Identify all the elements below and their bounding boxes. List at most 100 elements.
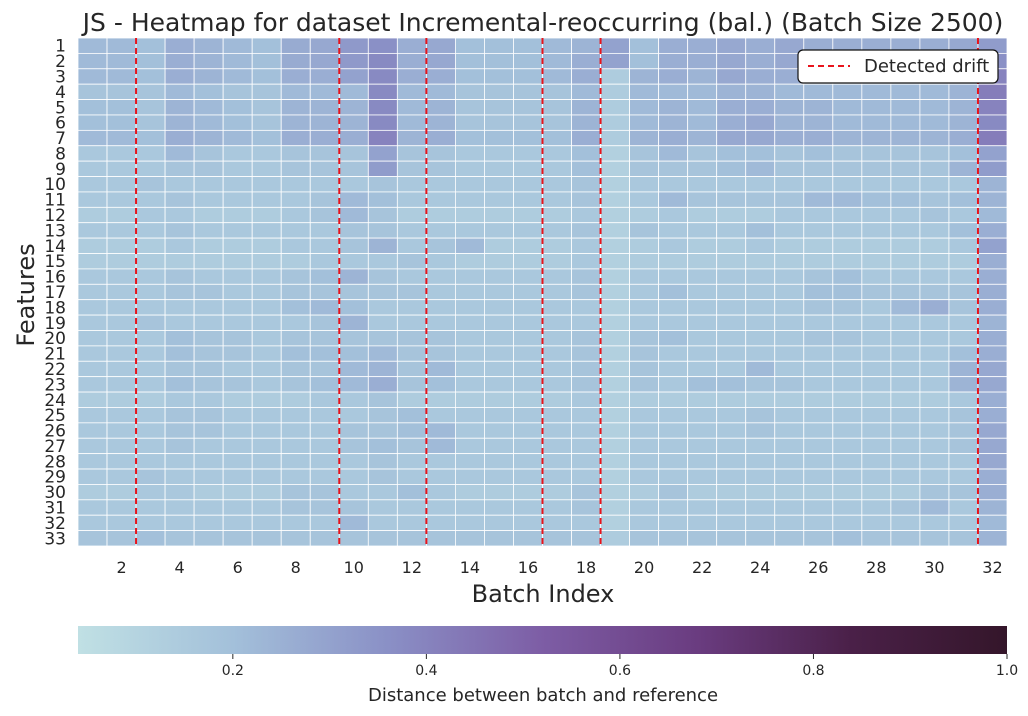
heatmap-cell — [106, 484, 137, 501]
heatmap-cell — [919, 437, 950, 455]
heatmap-cell — [77, 129, 108, 147]
heatmap-cell — [425, 206, 456, 224]
heatmap-cell — [193, 129, 224, 147]
heatmap-cell — [309, 83, 340, 100]
heatmap-cell — [77, 484, 108, 501]
heatmap-cell — [280, 407, 311, 424]
heatmap-cell — [542, 360, 572, 378]
heatmap-cell — [309, 114, 340, 131]
heatmap-cell — [455, 437, 485, 455]
heatmap-cell — [542, 176, 572, 193]
heatmap-cell — [745, 437, 776, 455]
heatmap-cell — [658, 484, 689, 501]
heatmap-cell — [280, 376, 311, 393]
heatmap-cell — [948, 360, 979, 378]
heatmap-cell — [77, 422, 108, 439]
heatmap-cell — [513, 422, 543, 439]
heatmap-cell — [77, 145, 108, 162]
heatmap-cell — [77, 283, 108, 301]
heatmap-cell — [396, 206, 427, 224]
heatmap-cell — [629, 453, 660, 470]
heatmap-cell — [455, 330, 485, 347]
heatmap-cell — [600, 145, 630, 162]
heatmap-cell — [484, 83, 514, 100]
heatmap-cell — [455, 114, 485, 131]
heatmap-cell — [542, 129, 572, 147]
heatmap-cell — [193, 206, 224, 224]
heatmap-cell — [948, 114, 979, 131]
heatmap-cell — [338, 176, 369, 193]
heatmap-cell — [716, 68, 747, 85]
y-tick-label: 23 — [44, 375, 66, 395]
heatmap-cell — [425, 407, 456, 424]
heatmap-cell — [948, 129, 979, 147]
heatmap-cell — [629, 499, 660, 516]
heatmap-cell — [455, 484, 485, 501]
heatmap-cell — [977, 360, 1008, 378]
heatmap-cell — [687, 345, 718, 362]
heatmap-cell — [251, 268, 282, 285]
heatmap-cell — [861, 129, 892, 147]
heatmap-cell — [890, 206, 921, 224]
heatmap-cell — [309, 222, 340, 239]
heatmap-cell — [455, 422, 485, 439]
heatmap-cell — [948, 437, 979, 455]
heatmap-cell — [338, 52, 369, 70]
heatmap-cell — [832, 237, 863, 254]
heatmap-cell — [716, 114, 747, 131]
heatmap-cell — [600, 283, 630, 301]
heatmap-cell — [948, 314, 979, 331]
heatmap-cell — [716, 345, 747, 362]
heatmap-cell — [367, 191, 398, 208]
heatmap-cell — [193, 68, 224, 85]
heatmap-cell — [309, 360, 340, 378]
heatmap-cell — [716, 514, 747, 532]
heatmap-cell — [396, 376, 427, 393]
heatmap-cell — [977, 437, 1008, 455]
heatmap-cell — [77, 330, 108, 347]
heatmap-cell — [484, 468, 514, 485]
heatmap-cell — [861, 530, 892, 547]
heatmap-cell — [484, 253, 514, 270]
heatmap-cell — [396, 237, 427, 254]
heatmap-cell — [745, 99, 776, 116]
heatmap-cell — [542, 391, 572, 408]
heatmap-cell — [135, 407, 166, 424]
y-axis-label: Features — [12, 243, 40, 346]
heatmap-cell — [745, 191, 776, 208]
heatmap-cell — [193, 330, 224, 347]
heatmap-cell — [251, 160, 282, 177]
heatmap-cell — [135, 206, 166, 224]
heatmap-cell — [629, 52, 660, 70]
heatmap-cell — [164, 376, 195, 393]
heatmap-cell — [280, 114, 311, 131]
heatmap-cell — [658, 268, 689, 285]
heatmap-cell — [890, 376, 921, 393]
heatmap-cell — [861, 206, 892, 224]
heatmap-cell — [745, 114, 776, 131]
heatmap-cell — [890, 314, 921, 331]
heatmap-cell — [164, 314, 195, 331]
heatmap-cell — [193, 422, 224, 439]
heatmap-cell — [164, 52, 195, 70]
heatmap-cell — [600, 391, 630, 408]
heatmap-cell — [600, 268, 630, 285]
heatmap-cell — [455, 37, 485, 54]
heatmap-cell — [629, 530, 660, 547]
heatmap-cell — [484, 114, 514, 131]
heatmap-cell — [687, 83, 718, 100]
heatmap-cell — [745, 345, 776, 362]
heatmap-cell — [280, 330, 311, 347]
heatmap-cell — [687, 468, 718, 485]
heatmap-cell — [919, 145, 950, 162]
heatmap-cell — [455, 191, 485, 208]
heatmap-cell — [919, 83, 950, 100]
heatmap-cell — [513, 52, 543, 70]
heatmap-cell — [716, 299, 747, 316]
heatmap-cell — [164, 68, 195, 85]
heatmap-cell — [745, 145, 776, 162]
heatmap-cell — [832, 299, 863, 316]
heatmap-cell — [542, 314, 572, 331]
heatmap-cell — [745, 422, 776, 439]
heatmap-cell — [367, 345, 398, 362]
